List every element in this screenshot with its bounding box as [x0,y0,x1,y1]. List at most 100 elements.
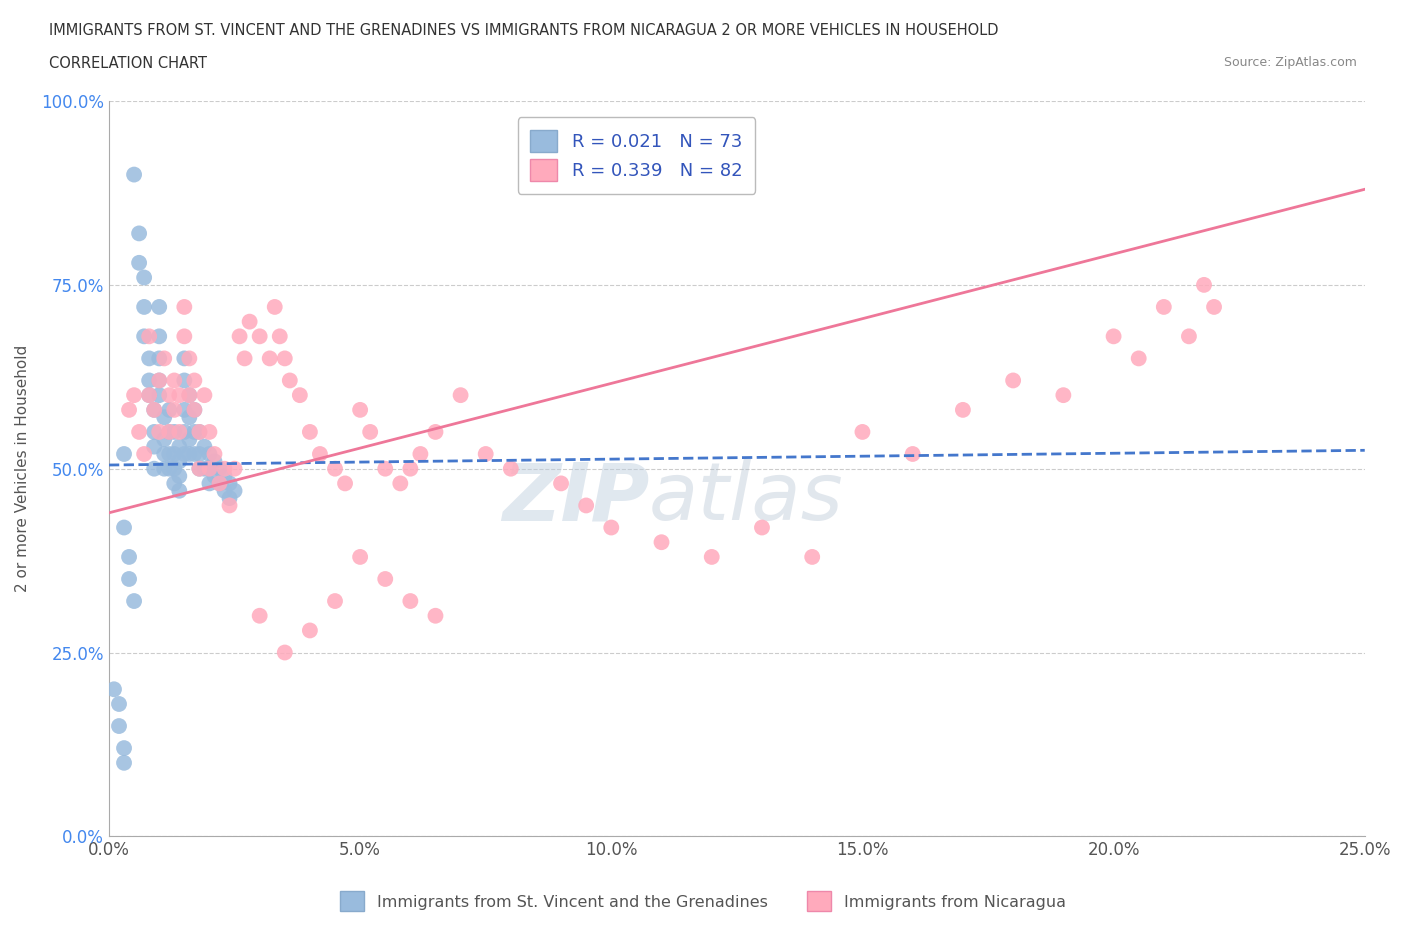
Point [349,550,371,565]
Point [148,299,170,314]
Point [128,226,150,241]
Point [179,446,201,461]
Point [112,740,135,755]
Point [1002,373,1025,388]
Point [193,388,215,403]
Point [399,461,422,476]
Point [153,461,176,476]
Point [198,476,221,491]
Point [143,403,166,418]
Point [409,446,432,461]
Point [163,446,186,461]
Point [214,469,236,484]
Point [309,446,332,461]
Point [224,484,246,498]
Point [112,520,135,535]
Point [751,520,773,535]
Point [198,446,221,461]
Point [389,476,412,491]
Point [188,461,211,476]
Point [425,608,447,623]
Legend: Immigrants from St. Vincent and the Grenadines, Immigrants from Nicaragua: Immigrants from St. Vincent and the Gren… [333,885,1073,917]
Point [188,424,211,439]
Point [122,388,145,403]
Point [173,373,195,388]
Point [901,446,924,461]
Point [228,329,250,344]
Point [204,446,226,461]
Text: atlas: atlas [650,459,844,538]
Point [179,410,201,425]
Point [1192,277,1215,292]
Point [112,755,135,770]
Point [138,373,160,388]
Point [163,373,186,388]
Point [169,439,191,454]
Point [269,329,291,344]
Point [298,424,321,439]
Point [157,424,180,439]
Point [179,351,201,365]
Point [450,388,472,403]
Point [143,439,166,454]
Y-axis label: 2 or more Vehicles in Household: 2 or more Vehicles in Household [15,345,30,592]
Point [224,461,246,476]
Point [179,388,201,403]
Point [193,461,215,476]
Point [157,446,180,461]
Point [399,593,422,608]
Point [474,446,496,461]
Point [169,454,191,469]
Point [499,461,522,476]
Point [122,593,145,608]
Point [169,484,191,498]
Point [112,446,135,461]
Point [183,403,205,418]
Point [183,446,205,461]
Point [134,270,156,285]
Point [173,424,195,439]
Point [278,373,301,388]
Point [169,388,191,403]
Point [218,491,240,506]
Point [138,329,160,344]
Point [134,446,156,461]
Point [153,432,176,446]
Point [163,476,186,491]
Point [163,424,186,439]
Point [103,682,125,697]
Text: IMMIGRANTS FROM ST. VINCENT AND THE GRENADINES VS IMMIGRANTS FROM NICARAGUA 2 OR: IMMIGRANTS FROM ST. VINCENT AND THE GREN… [49,23,998,38]
Point [323,461,346,476]
Point [179,388,201,403]
Point [263,299,285,314]
Point [118,403,141,418]
Point [143,424,166,439]
Point [134,299,156,314]
Point [1052,388,1074,403]
Point [801,550,824,565]
Point [208,461,231,476]
Point [108,697,131,711]
Point [359,424,381,439]
Point [138,351,160,365]
Point [134,329,156,344]
Point [650,535,672,550]
Point [198,424,221,439]
Legend: R = 0.021   N = 73, R = 0.339   N = 82: R = 0.021 N = 73, R = 0.339 N = 82 [517,117,755,194]
Point [153,446,176,461]
Point [851,424,873,439]
Text: CORRELATION CHART: CORRELATION CHART [49,56,207,71]
Point [183,373,205,388]
Point [952,403,974,418]
Point [249,329,271,344]
Point [218,476,240,491]
Point [1128,351,1150,365]
Point [173,299,195,314]
Point [298,623,321,638]
Point [163,461,186,476]
Point [188,446,211,461]
Point [128,424,150,439]
Point [169,424,191,439]
Point [550,476,572,491]
Point [148,351,170,365]
